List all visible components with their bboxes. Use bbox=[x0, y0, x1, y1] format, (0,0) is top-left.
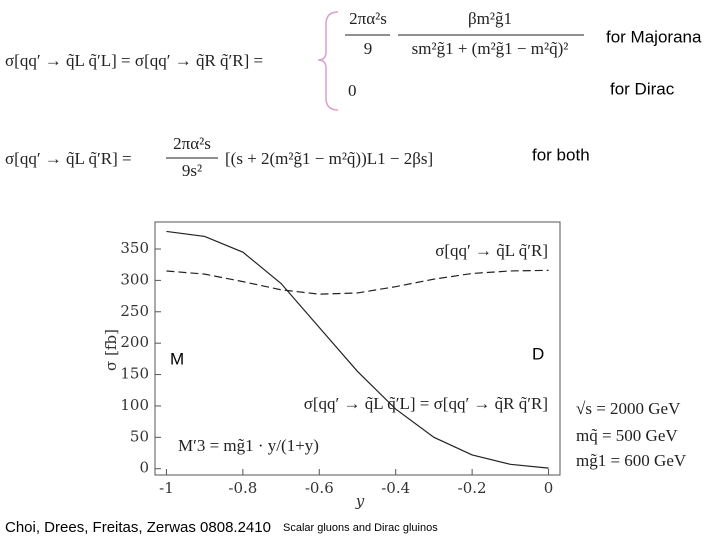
equation-lhs: σ[qq′ → q̃L q̃′L] = σ[qq′ → q̃R q̃′R] = bbox=[5, 51, 263, 70]
annotation: mq̃ = 500 GeV bbox=[576, 426, 678, 445]
y-tick-label: 0 bbox=[139, 459, 149, 477]
x-tick-label: -0.8 bbox=[228, 479, 257, 497]
y-tick-label: 100 bbox=[120, 396, 149, 414]
fraction-denominator: sm²g̃1 + (m²g̃1 − m²q̃)² bbox=[412, 39, 569, 58]
y-tick-label: 150 bbox=[120, 365, 149, 383]
annotation: M′3 = mg̃1 · y/(1+y) bbox=[178, 436, 319, 455]
plot-frame bbox=[154, 221, 561, 476]
label: for Dirac bbox=[610, 79, 675, 98]
equation-zero: 0 bbox=[348, 81, 357, 100]
x-tick-label: -0.2 bbox=[458, 479, 487, 497]
fraction-numerator: 2πα²s bbox=[349, 9, 387, 28]
x-tick-label: -0.6 bbox=[305, 479, 334, 497]
x-tick-label: 0 bbox=[544, 479, 554, 497]
x-tick-label: -0.4 bbox=[381, 479, 410, 497]
annotation: √s = 2000 GeV bbox=[576, 399, 681, 418]
x-tick-label: -1 bbox=[159, 479, 174, 497]
annotation: mg̃1 = 600 GeV bbox=[576, 451, 687, 470]
equation-rhs: [(s + 2(m²g̃1 − m²q̃))L1 − 2βs] bbox=[225, 149, 433, 168]
equation-lhs: σ[qq′ → q̃L q̃′R] = bbox=[5, 149, 132, 168]
y-axis-label: σ [fb] bbox=[102, 329, 120, 371]
y-tick-label: 200 bbox=[120, 333, 149, 351]
label: for Majorana bbox=[606, 27, 702, 46]
fraction-denominator: 9s² bbox=[182, 161, 202, 180]
legend-label: σ[qq′ → q̃L q̃′R] bbox=[435, 241, 548, 260]
annotation: D bbox=[532, 344, 544, 363]
fraction-numerator: 2πα²s bbox=[173, 134, 211, 153]
footer: Scalar gluons and Dirac gluinos bbox=[283, 522, 438, 534]
brace bbox=[317, 11, 339, 111]
series-line bbox=[166, 269, 549, 295]
x-axis-label: y bbox=[355, 492, 365, 510]
y-tick-label: 250 bbox=[120, 302, 149, 320]
label: for both bbox=[532, 145, 590, 164]
fraction-numerator: βm²g̃1 bbox=[468, 9, 512, 28]
citation: Choi, Drees, Freitas, Zerwas 0808.2410 bbox=[5, 519, 271, 536]
y-tick-label: 50 bbox=[130, 427, 149, 445]
fraction-denominator: 9 bbox=[364, 39, 373, 58]
series-line bbox=[166, 230, 549, 469]
y-tick-label: 350 bbox=[120, 239, 149, 257]
annotation: M bbox=[170, 349, 184, 368]
legend-label: σ[qq′ → q̃L q̃′L] = σ[qq′ → q̃R q̃′R] bbox=[304, 394, 548, 413]
y-tick-label: 300 bbox=[120, 270, 149, 288]
